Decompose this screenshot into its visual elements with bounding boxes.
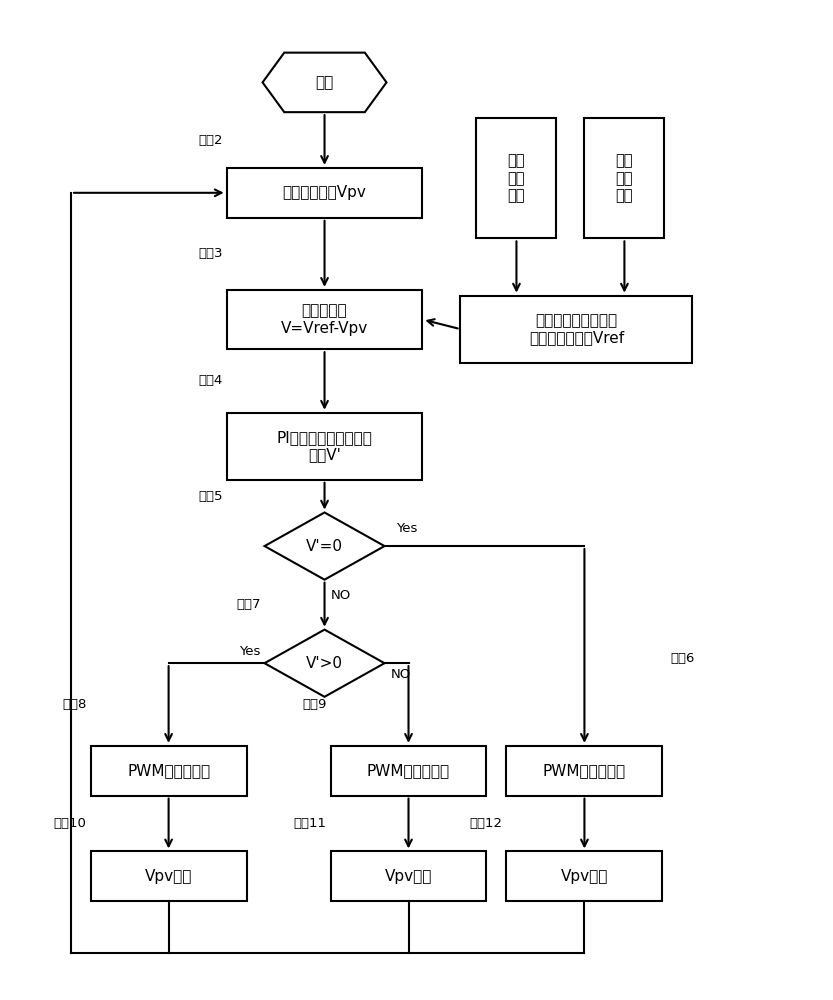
Text: 步骤9: 步骤9 <box>302 698 327 711</box>
Text: 步骤8: 步骤8 <box>62 698 87 711</box>
Text: 双线性近似值运算电
路输出参考电压Vref: 双线性近似值运算电 路输出参考电压Vref <box>529 313 624 345</box>
Text: V'=0: V'=0 <box>306 539 343 554</box>
Bar <box>585 118 665 238</box>
Bar <box>91 851 247 901</box>
Bar <box>506 746 662 796</box>
Text: 步骤2: 步骤2 <box>198 133 222 146</box>
Bar <box>227 413 422 480</box>
Text: 光照
强度
采集: 光照 强度 采集 <box>616 154 633 203</box>
Text: 启动: 启动 <box>316 75 334 90</box>
Text: PI调节器调节误差信号
输出V': PI调节器调节误差信号 输出V' <box>277 430 372 462</box>
Text: Yes: Yes <box>397 522 418 535</box>
Bar <box>91 746 247 796</box>
Bar <box>227 168 422 218</box>
Text: 加法器运算
V=Vref-Vpv: 加法器运算 V=Vref-Vpv <box>281 303 368 336</box>
Bar <box>461 296 692 363</box>
Text: NO: NO <box>331 589 352 602</box>
Text: 环境
温度
采集: 环境 温度 采集 <box>507 154 526 203</box>
Text: 步骤10: 步骤10 <box>54 817 87 830</box>
Bar <box>227 290 422 349</box>
Text: 步骤12: 步骤12 <box>470 817 502 830</box>
Text: Vpv不变: Vpv不变 <box>561 869 608 884</box>
Text: 步骤5: 步骤5 <box>198 490 222 503</box>
Text: Yes: Yes <box>239 645 261 658</box>
Text: 步骤4: 步骤4 <box>198 374 222 387</box>
Text: PWM占空比增大: PWM占空比增大 <box>367 763 450 778</box>
Bar <box>506 851 662 901</box>
Text: 步骤6: 步骤6 <box>671 652 695 665</box>
Bar <box>331 851 486 901</box>
Polygon shape <box>265 630 385 697</box>
Text: Vpv增大: Vpv增大 <box>145 869 192 884</box>
Bar <box>331 746 486 796</box>
Text: Vpv减小: Vpv减小 <box>385 869 432 884</box>
Polygon shape <box>262 53 387 112</box>
Text: 步骤3: 步骤3 <box>198 247 222 260</box>
Text: 步骤7: 步骤7 <box>236 598 261 611</box>
Text: PWM占空比减少: PWM占空比减少 <box>127 763 210 778</box>
Text: NO: NO <box>391 668 412 681</box>
Text: 步骤11: 步骤11 <box>293 817 327 830</box>
Polygon shape <box>265 512 385 580</box>
Text: V'>0: V'>0 <box>306 656 343 671</box>
Text: 阵列电压采集Vpv: 阵列电压采集Vpv <box>282 185 367 200</box>
Bar <box>476 118 556 238</box>
Text: PWM占空比不变: PWM占空比不变 <box>543 763 626 778</box>
